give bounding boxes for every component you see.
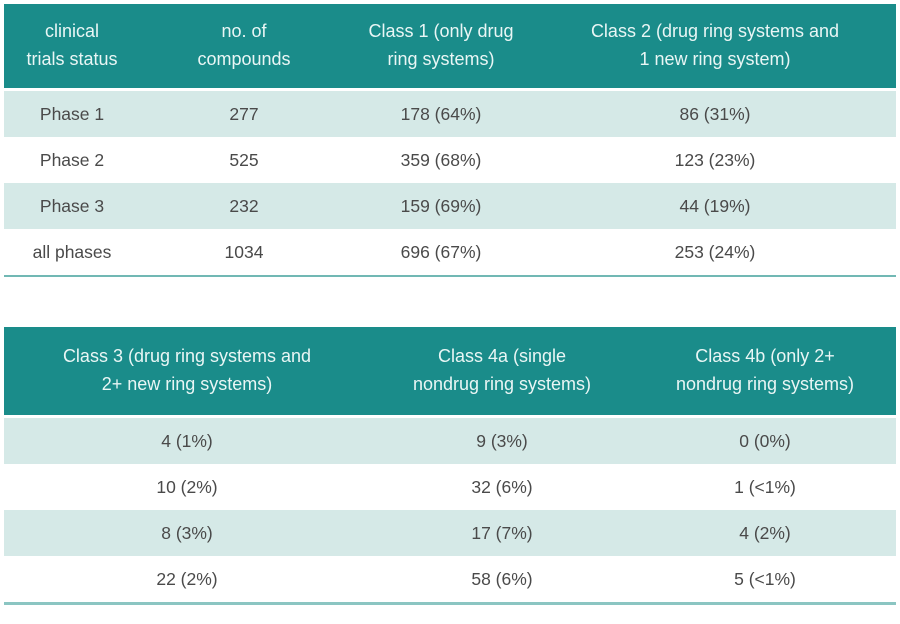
table-cell: 0 (0%) — [739, 430, 791, 451]
table-row-phase-1: Phase 1 277 178 (64%) 86 (31%) — [4, 91, 896, 137]
page: clinical trials status no. of compounds … — [4, 4, 896, 605]
classes-table-header-row: Class 3 (drug ring systems and 2+ new ri… — [4, 327, 896, 415]
table-row-phase-2: Phase 2 525 359 (68%) 123 (23%) — [4, 137, 896, 183]
column-header-no-of-compounds: no. of compounds — [197, 21, 291, 69]
column-header-class-4b: Class 4b (only 2+ nondrug ring systems) — [675, 346, 855, 394]
table-row-all-phases-classes: 22 (2%) 58 (6%) 5 (<1%) — [4, 556, 896, 602]
table-cell: 159 (69%) — [400, 195, 482, 216]
table-cell: 359 (68%) — [400, 149, 482, 170]
table-cell: 5 (<1%) — [734, 568, 796, 589]
table-cell: 232 — [229, 195, 259, 216]
column-header-clinical-trials-status: clinical trials status — [26, 21, 118, 69]
table-cell: 10 (2%) — [156, 476, 218, 497]
clinical-trials-table-body: Phase 1 277 178 (64%) 86 (31%) Phase 2 5… — [4, 91, 896, 277]
table-cell: 4 (1%) — [161, 430, 213, 451]
table-gap — [4, 277, 896, 327]
table-cell: 22 (2%) — [156, 568, 218, 589]
table-cell: 696 (67%) — [400, 241, 482, 262]
table-cell: 525 — [229, 149, 259, 170]
table-cell: 277 — [229, 103, 259, 124]
classes-table-body: 4 (1%) 9 (3%) 0 (0%) 10 (2%) 32 (6%) 1 (… — [4, 418, 896, 605]
table-cell: 9 (3%) — [476, 430, 528, 451]
table-cell: 1 (<1%) — [734, 476, 796, 497]
table-row-phase-1-classes: 4 (1%) 9 (3%) 0 (0%) — [4, 418, 896, 464]
row-label: all phases — [32, 241, 112, 262]
table-cell: 178 (64%) — [400, 103, 482, 124]
table-cell: 1034 — [224, 241, 264, 262]
classes-table: Class 3 (drug ring systems and 2+ new ri… — [4, 327, 896, 605]
table-cell: 32 (6%) — [471, 476, 533, 497]
table-row-all-phases: all phases 1034 696 (67%) 253 (24%) — [4, 229, 896, 275]
table-cell: 253 (24%) — [674, 241, 756, 262]
row-label: Phase 3 — [39, 195, 105, 216]
table-cell: 8 (3%) — [161, 522, 213, 543]
table-cell: 86 (31%) — [679, 103, 751, 124]
table-cell: 58 (6%) — [471, 568, 533, 589]
row-label: Phase 2 — [39, 149, 105, 170]
clinical-trials-table-header-row: clinical trials status no. of compounds … — [4, 4, 896, 88]
row-label: Phase 1 — [39, 103, 105, 124]
table-cell: 123 (23%) — [674, 149, 756, 170]
table-cell: 4 (2%) — [739, 522, 791, 543]
table-cell: 17 (7%) — [471, 522, 533, 543]
column-header-class-1: Class 1 (only drug ring systems) — [368, 21, 514, 69]
column-header-class-3: Class 3 (drug ring systems and 2+ new ri… — [62, 346, 312, 394]
table-row-phase-2-classes: 10 (2%) 32 (6%) 1 (<1%) — [4, 464, 896, 510]
table-row-phase-3: Phase 3 232 159 (69%) 44 (19%) — [4, 183, 896, 229]
clinical-trials-table: clinical trials status no. of compounds … — [4, 4, 896, 277]
column-header-class-2: Class 2 (drug ring systems and 1 new rin… — [590, 21, 840, 69]
table-cell: 44 (19%) — [679, 195, 751, 216]
column-header-class-4a: Class 4a (single nondrug ring systems) — [412, 346, 592, 394]
table-row-phase-3-classes: 8 (3%) 17 (7%) 4 (2%) — [4, 510, 896, 556]
